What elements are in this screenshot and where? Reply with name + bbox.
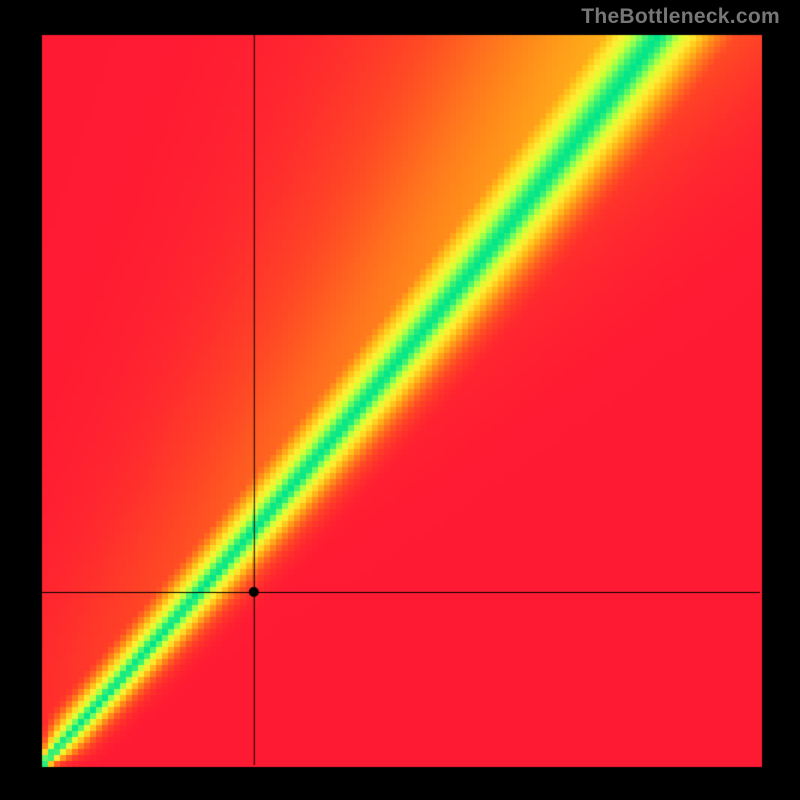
chart-container: TheBottleneck.com [0,0,800,800]
watermark-text: TheBottleneck.com [581,5,780,29]
bottleneck-heatmap [0,0,800,800]
